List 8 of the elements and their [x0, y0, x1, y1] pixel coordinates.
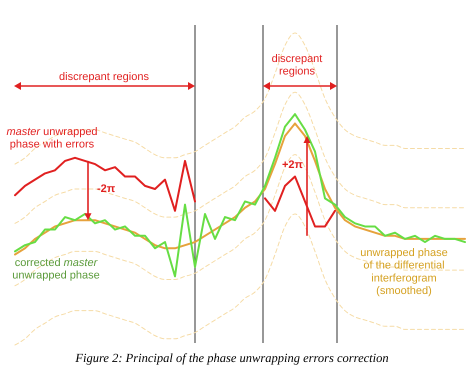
annotation: master unwrapped phase with errors	[6, 126, 98, 151]
text: unwrapped phase of the differential interferogram (smoothed)	[360, 247, 448, 297]
annotation: +2π	[282, 159, 304, 171]
annotation: discrepant regions	[59, 71, 150, 83]
annotation: discrepant regions	[272, 53, 322, 78]
annotation: -2π	[97, 183, 116, 195]
annotation: corrected master unwrapped phase	[12, 257, 100, 282]
text: Figure 2: Principal of the phase unwrapping errors correction	[75, 351, 389, 365]
